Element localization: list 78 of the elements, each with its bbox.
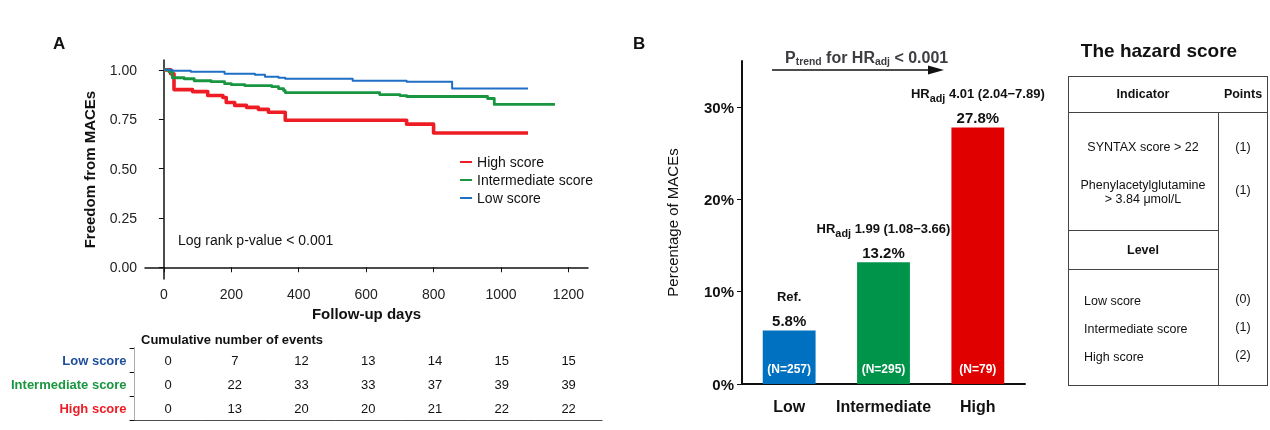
data-label: 22 [227,376,242,392]
text: (2) [1234,348,1252,362]
annotation: (N=257) [767,362,811,376]
annotation: Ref. [776,289,802,305]
x-axis-title: Follow-up days [311,305,422,322]
legend-label: Low score [477,190,542,206]
data-label: 7 [231,352,239,368]
x-tick-label: 0 [159,286,168,303]
chart-title: Cumulative number of events [141,332,324,347]
y-tick-label: 0.00 [109,259,138,276]
x-tick-label: 1200 [552,286,585,303]
data-label: 13 [227,400,242,416]
y-tick-label: High score [59,400,127,416]
annotation: (N=295) [861,362,906,376]
annotation: (N=79) [959,362,997,376]
data-label: 22 [494,400,510,416]
data-label: 20 [361,400,376,416]
y-tick-label: 0.75 [109,111,138,128]
x-tick-label: 600 [354,286,379,303]
y-tick-label: 20% [703,190,734,208]
text: (1) [1234,320,1252,334]
y-tick-label: Intermediate score [10,376,127,392]
text: (1) [1234,183,1252,197]
legend-label: High score [477,154,545,170]
x-tick-label: Intermediate [835,397,932,415]
data-label: 39 [494,376,510,392]
y-tick-label: 0.25 [109,209,138,226]
text: Phenylacetylglutamine > 3.84 μmol/L [1079,178,1207,206]
x-tick-label: 200 [219,286,244,303]
text: Indicator [1115,87,1171,101]
data-label: 0 [164,352,172,368]
text: High score [1084,350,1144,364]
text: Level [1126,243,1160,257]
text: (1) [1234,140,1252,154]
x-tick-label: 1000 [485,286,517,303]
data-label: 15 [561,352,576,368]
y-axis-title: Freedom from MACEs [81,90,98,249]
text: Low score [1084,294,1141,308]
data-label: 13.2% [862,244,905,262]
data-label: 33 [294,376,309,392]
data-label: 14 [427,352,443,368]
data-label: 13 [361,352,376,368]
data-label: 22 [561,400,576,416]
annotation: HR$_{adj}$ 4.01 (2.04−7.89) [909,85,1046,107]
y-tick-label: 1.00 [109,61,138,78]
data-label: 5.8% [772,312,807,330]
data-label: 27.8% [956,109,1000,127]
data-label: 20 [294,400,309,416]
annotation: HR$_{adj}$ 1.99 (1.08−3.66) [815,220,952,241]
data-label: 15 [494,352,510,368]
text: The hazard score [1079,40,1239,62]
y-tick-label: 0% [712,375,734,393]
y-axis-title: Percentage of MACEs [664,148,681,297]
annotation: Log rank p-value < 0.001 [178,232,334,248]
text: SYNTAX score > 22 [1086,140,1200,154]
x-tick-label: 800 [421,286,446,303]
x-tick-label: High [960,397,996,415]
data-label: 0 [164,376,172,392]
x-tick-label: 400 [287,286,311,303]
data-label: 12 [294,352,309,368]
bar [762,330,816,384]
bar [951,127,1005,384]
legend-label: Intermediate score [477,172,594,188]
text: Intermediate score [1084,322,1188,336]
data-label: 21 [427,400,443,416]
text: Points [1222,87,1264,101]
bar [857,262,910,384]
x-tick-label: Low [773,397,806,415]
data-label: 33 [361,376,376,392]
text: (0) [1234,292,1252,306]
y-tick-label: 10% [703,283,734,301]
chart-title: A [53,34,66,53]
y-tick-label: 30% [703,98,734,116]
data-label: 37 [427,376,443,392]
chart-title: B [633,34,646,53]
y-tick-label: 0.50 [109,160,138,177]
y-tick-label: Low score [62,352,127,368]
data-label: 39 [561,376,576,392]
